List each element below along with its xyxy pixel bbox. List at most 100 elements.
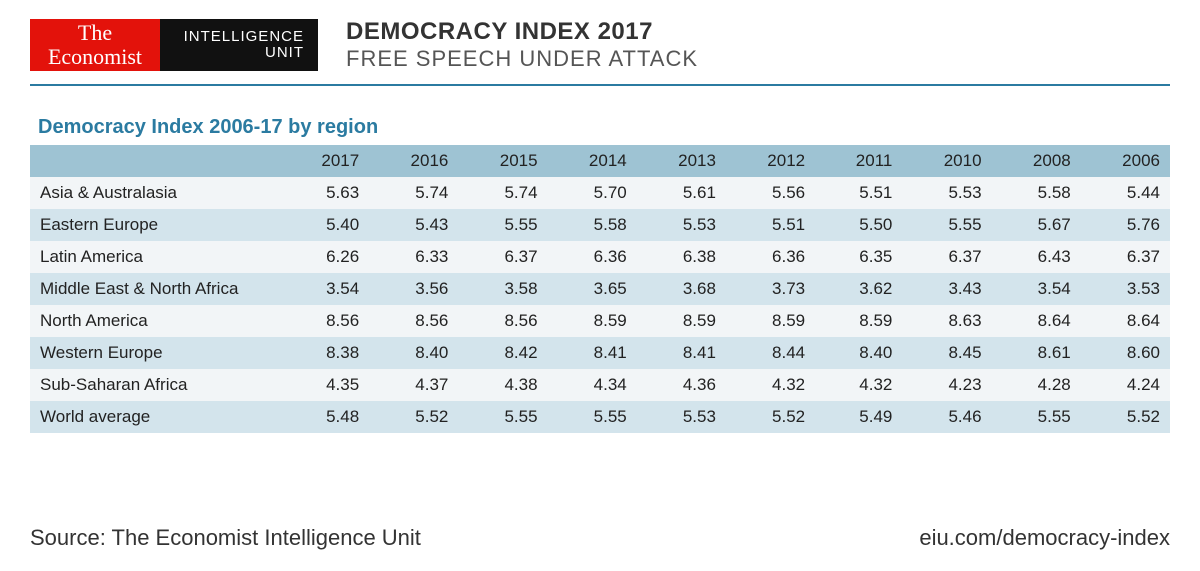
cell-value: 4.24	[1081, 369, 1170, 401]
cell-region: Western Europe	[30, 337, 280, 369]
cell-value: 5.63	[280, 177, 369, 209]
cell-value: 5.53	[637, 209, 726, 241]
cell-value: 8.59	[637, 305, 726, 337]
cell-value: 3.43	[902, 273, 991, 305]
brand-right-line1: INTELLIGENCE	[184, 29, 304, 46]
cell-value: 5.53	[637, 401, 726, 433]
cell-value: 8.56	[280, 305, 369, 337]
cell-value: 4.28	[992, 369, 1081, 401]
cell-value: 5.40	[280, 209, 369, 241]
cell-value: 8.40	[815, 337, 902, 369]
cell-value: 8.41	[637, 337, 726, 369]
cell-value: 5.55	[992, 401, 1081, 433]
cell-value: 3.56	[369, 273, 458, 305]
cell-value: 4.38	[458, 369, 547, 401]
brand-left-line2: Economist	[48, 46, 142, 68]
footer-url: eiu.com/democracy-index	[919, 525, 1170, 551]
cell-value: 8.45	[902, 337, 991, 369]
col-year: 2016	[369, 145, 458, 177]
cell-value: 4.35	[280, 369, 369, 401]
cell-region: Eastern Europe	[30, 209, 280, 241]
cell-value: 8.59	[726, 305, 815, 337]
cell-value: 8.61	[992, 337, 1081, 369]
cell-value: 4.23	[902, 369, 991, 401]
content-area: Democracy Index 2006-17 by region 201720…	[0, 86, 1200, 433]
table-row: Sub-Saharan Africa4.354.374.384.344.364.…	[30, 369, 1170, 401]
cell-value: 8.59	[548, 305, 637, 337]
cell-value: 6.26	[280, 241, 369, 273]
footer-source: Source: The Economist Intelligence Unit	[30, 525, 421, 551]
cell-value: 5.52	[1081, 401, 1170, 433]
brand-logo: The Economist INTELLIGENCE UNIT	[30, 19, 318, 71]
economist-logo: The Economist	[30, 19, 160, 71]
cell-region: Sub-Saharan Africa	[30, 369, 280, 401]
table-row: Asia & Australasia5.635.745.745.705.615.…	[30, 177, 1170, 209]
col-year: 2017	[280, 145, 369, 177]
cell-value: 5.52	[369, 401, 458, 433]
brand-left-line1: The	[78, 22, 112, 44]
cell-value: 8.64	[1081, 305, 1170, 337]
page-title: DEMOCRACY INDEX 2017	[346, 18, 698, 46]
col-region	[30, 145, 280, 177]
cell-value: 3.54	[280, 273, 369, 305]
cell-value: 8.59	[815, 305, 902, 337]
table-row: Western Europe8.388.408.428.418.418.448.…	[30, 337, 1170, 369]
col-year: 2008	[992, 145, 1081, 177]
cell-value: 5.51	[815, 177, 902, 209]
col-year: 2014	[548, 145, 637, 177]
cell-value: 3.53	[1081, 273, 1170, 305]
cell-value: 8.38	[280, 337, 369, 369]
cell-value: 4.37	[369, 369, 458, 401]
cell-value: 3.58	[458, 273, 547, 305]
cell-value: 8.60	[1081, 337, 1170, 369]
page-subtitle: FREE SPEECH UNDER ATTACK	[346, 46, 698, 72]
cell-value: 5.56	[726, 177, 815, 209]
cell-value: 6.36	[548, 241, 637, 273]
col-year: 2012	[726, 145, 815, 177]
cell-value: 6.37	[1081, 241, 1170, 273]
header: The Economist INTELLIGENCE UNIT DEMOCRAC…	[0, 0, 1200, 80]
cell-value: 3.54	[992, 273, 1081, 305]
cell-value: 8.40	[369, 337, 458, 369]
cell-value: 8.63	[902, 305, 991, 337]
cell-value: 8.44	[726, 337, 815, 369]
cell-value: 6.33	[369, 241, 458, 273]
col-year: 2013	[637, 145, 726, 177]
table-title: Democracy Index 2006-17 by region	[38, 116, 1170, 139]
cell-value: 5.67	[992, 209, 1081, 241]
cell-value: 4.34	[548, 369, 637, 401]
col-year: 2015	[458, 145, 547, 177]
cell-region: North America	[30, 305, 280, 337]
brand-right-line2: UNIT	[265, 45, 304, 62]
cell-value: 6.43	[992, 241, 1081, 273]
table-row: Latin America6.266.336.376.366.386.366.3…	[30, 241, 1170, 273]
cell-value: 5.74	[458, 177, 547, 209]
cell-value: 5.48	[280, 401, 369, 433]
cell-value: 5.55	[548, 401, 637, 433]
cell-region: Asia & Australasia	[30, 177, 280, 209]
intelligence-unit-logo: INTELLIGENCE UNIT	[160, 19, 318, 71]
cell-value: 6.38	[637, 241, 726, 273]
table-row: Middle East & North Africa3.543.563.583.…	[30, 273, 1170, 305]
cell-value: 5.44	[1081, 177, 1170, 209]
cell-value: 5.49	[815, 401, 902, 433]
cell-value: 5.74	[369, 177, 458, 209]
cell-value: 3.73	[726, 273, 815, 305]
cell-value: 5.50	[815, 209, 902, 241]
democracy-index-table: 2017201620152014201320122011201020082006…	[30, 145, 1170, 433]
cell-value: 8.64	[992, 305, 1081, 337]
cell-value: 3.68	[637, 273, 726, 305]
cell-value: 8.56	[458, 305, 547, 337]
cell-value: 4.32	[726, 369, 815, 401]
table-body: Asia & Australasia5.635.745.745.705.615.…	[30, 177, 1170, 433]
cell-value: 5.43	[369, 209, 458, 241]
cell-value: 6.35	[815, 241, 902, 273]
cell-value: 5.51	[726, 209, 815, 241]
cell-value: 3.65	[548, 273, 637, 305]
cell-value: 6.36	[726, 241, 815, 273]
table-row: North America8.568.568.568.598.598.598.5…	[30, 305, 1170, 337]
cell-value: 8.56	[369, 305, 458, 337]
cell-value: 5.46	[902, 401, 991, 433]
cell-value: 6.37	[458, 241, 547, 273]
cell-value: 8.41	[548, 337, 637, 369]
